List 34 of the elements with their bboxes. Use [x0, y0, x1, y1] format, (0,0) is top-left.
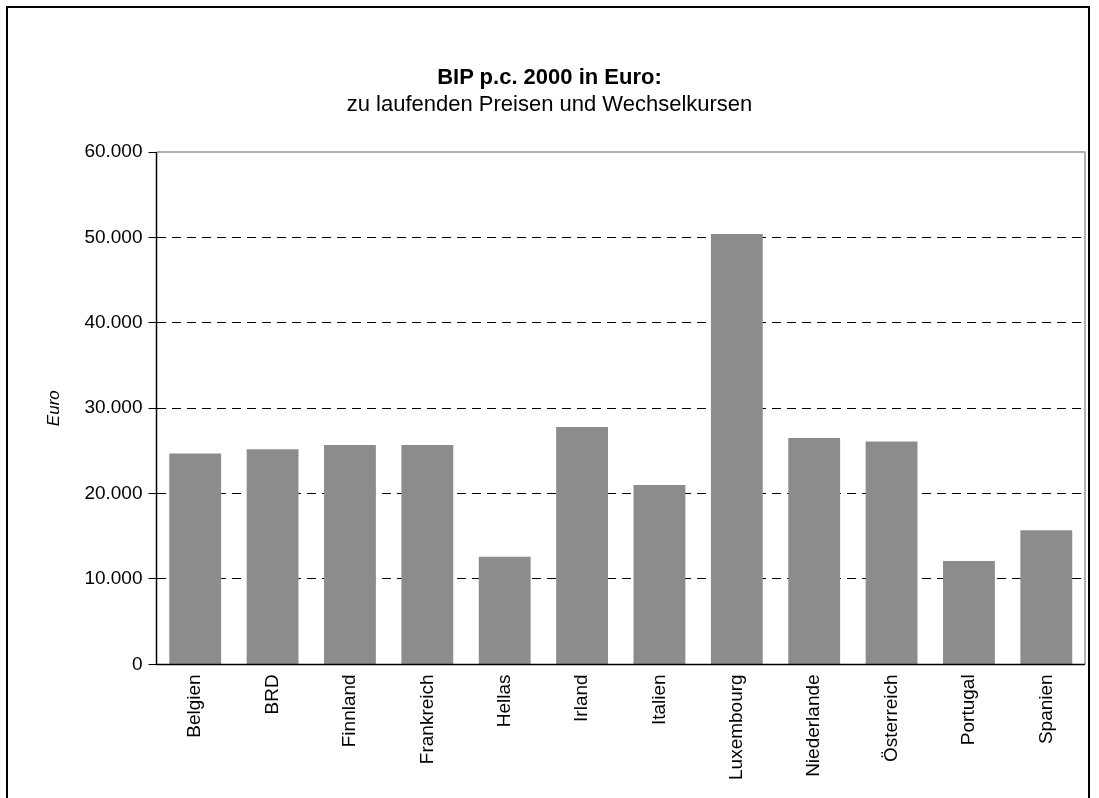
- x-tick-label: Irland: [570, 674, 592, 722]
- y-axis-title: Euro: [43, 390, 63, 427]
- bar: [1020, 530, 1073, 664]
- y-tick-label: 40.000: [84, 311, 143, 333]
- bar: [788, 438, 841, 664]
- x-tick-label: Finnland: [338, 674, 360, 748]
- bar: [710, 233, 763, 664]
- bar: [169, 453, 222, 664]
- bar: [401, 444, 454, 664]
- y-tick-label: 0: [131, 652, 143, 674]
- chart-subtitle: zu laufenden Preisen und Wechselkursen: [345, 91, 754, 117]
- bar: [324, 444, 376, 664]
- x-tick-label: Hellas: [492, 674, 514, 728]
- x-tick-label: Frankreich: [415, 674, 437, 765]
- chart-title: BIP p.c. 2000 in Euro:: [436, 64, 663, 90]
- x-tick-label: Spanien: [1034, 674, 1056, 745]
- bar: [943, 561, 995, 664]
- bar: [633, 485, 686, 664]
- x-tick-label: Portugal: [957, 674, 979, 746]
- y-tick-label: 20.000: [84, 481, 143, 503]
- x-tick-label: BRD: [260, 674, 282, 715]
- bar: [478, 556, 531, 664]
- bar: [246, 449, 299, 664]
- x-tick-label: Belgien: [183, 674, 205, 738]
- bar: [865, 441, 918, 664]
- x-tick-label: Niederlande: [802, 674, 824, 777]
- y-tick-label: 60.000: [84, 140, 143, 162]
- x-tick-label: Österreich: [879, 674, 901, 763]
- y-tick-label: 10.000: [84, 567, 143, 589]
- y-tick-label: 50.000: [84, 225, 143, 247]
- x-tick-label: Italien: [647, 674, 669, 726]
- x-tick-label: Luxembourg: [725, 674, 747, 780]
- y-tick-label: 30.000: [84, 396, 143, 418]
- bar: [556, 426, 608, 664]
